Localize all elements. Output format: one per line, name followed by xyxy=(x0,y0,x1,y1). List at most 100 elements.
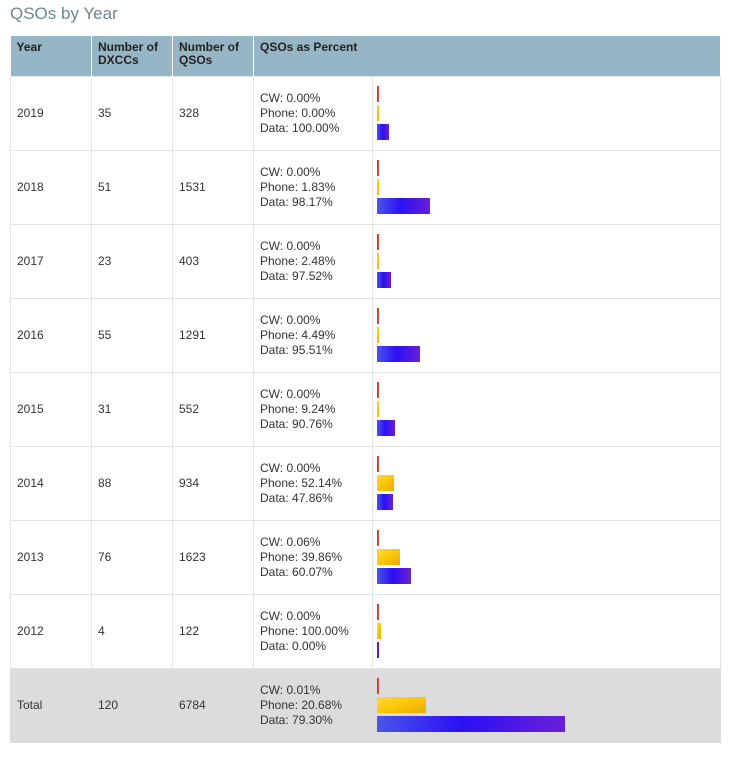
table-row: 2012 4 122 CW: 0.00% Phone: 100.00% Data: 0.0… xyxy=(10,594,722,669)
dxcc-count-cell: 51 xyxy=(91,150,173,225)
cw-bar xyxy=(377,307,379,324)
year-cell: 2016 xyxy=(10,298,92,373)
phone-percent: Phone: 39.86% xyxy=(260,550,343,564)
page-title: QSOs by Year xyxy=(10,4,118,23)
dxcc-count-cell: 76 xyxy=(91,520,173,595)
bar-cell xyxy=(371,298,722,373)
qso-count-cell: 1623 xyxy=(172,520,254,595)
data-bar xyxy=(377,567,412,584)
percent-cell: CW: 0.00% Phone: 1.83% Data: 98.17% xyxy=(253,150,373,225)
data-percent: Data: 100.00% xyxy=(260,121,340,135)
year-cell: 2014 xyxy=(10,446,92,521)
dxcc-count-cell: 120 xyxy=(91,668,173,743)
table-row: 2017 23 403 CW: 0.00% Phone: 2.48% Data: 97.5… xyxy=(10,224,722,299)
qso-count-cell: 122 xyxy=(172,594,254,669)
cw-percent: CW: 0.00% xyxy=(260,239,321,253)
dxcc-count-cell: 55 xyxy=(91,298,173,373)
cw-percent: CW: 0.00% xyxy=(260,313,321,327)
bar-cell xyxy=(371,594,722,669)
percent-cell: CW: 0.00% Phone: 0.00% Data: 100.00% xyxy=(253,76,373,151)
cw-percent: CW: 0.06% xyxy=(260,535,321,549)
data-percent: Data: 47.86% xyxy=(260,491,333,505)
qso-count-cell: 552 xyxy=(172,372,254,447)
percent-cell: CW: 0.00% Phone: 4.49% Data: 95.51% xyxy=(253,298,373,373)
cw-percent: CW: 0.00% xyxy=(260,165,321,179)
header-dxccs: Number of DXCCs xyxy=(91,36,173,77)
bar-cell xyxy=(371,668,722,743)
bar-cell xyxy=(371,446,722,521)
bar-cell xyxy=(371,224,722,299)
phone-percent: Phone: 0.00% xyxy=(260,106,336,120)
dxcc-count-cell: 23 xyxy=(91,224,173,299)
data-bar xyxy=(377,345,421,362)
data-percent: Data: 0.00% xyxy=(260,639,327,653)
cw-bar xyxy=(377,603,379,620)
total-row: Total 120 6784 CW: 0.01% Phone: 20.68% Data: … xyxy=(10,668,722,743)
cw-percent: CW: 0.01% xyxy=(260,683,321,697)
phone-bar xyxy=(377,252,379,269)
table-row: 2019 35 328 CW: 0.00% Phone: 0.00% Data: 100.… xyxy=(10,76,722,151)
cw-bar xyxy=(377,159,379,176)
cw-bar xyxy=(377,529,379,546)
year-cell: 2015 xyxy=(10,372,92,447)
phone-percent: Phone: 20.68% xyxy=(260,698,343,712)
phone-bar xyxy=(377,104,379,121)
header-year: Year xyxy=(10,36,92,77)
header-row: Year Number of DXCCs Number of QSOs QSOs… xyxy=(10,36,722,77)
cw-bar xyxy=(377,85,379,102)
dxcc-count-cell: 31 xyxy=(91,372,173,447)
cw-bar xyxy=(377,381,379,398)
phone-percent: Phone: 100.00% xyxy=(260,624,349,638)
percent-cell: CW: 0.00% Phone: 2.48% Data: 97.52% xyxy=(253,224,373,299)
data-percent: Data: 60.07% xyxy=(260,565,333,579)
cw-bar xyxy=(377,233,379,250)
qsos-by-year-table: Year Number of DXCCs Number of QSOs QSOs… xyxy=(10,36,722,743)
cw-bar xyxy=(377,677,379,694)
data-percent: Data: 79.30% xyxy=(260,713,333,727)
qso-count-cell: 6784 xyxy=(172,668,254,743)
table-row: 2018 51 1531 CW: 0.00% Phone: 1.83% Data: 98.… xyxy=(10,150,722,225)
qso-count-cell: 1531 xyxy=(172,150,254,225)
dxcc-count-cell: 35 xyxy=(91,76,173,151)
year-cell: 2013 xyxy=(10,520,92,595)
phone-bar xyxy=(377,326,379,343)
table-row: 2016 55 1291 CW: 0.00% Phone: 4.49% Data: 95.… xyxy=(10,298,722,373)
header-percent: QSOs as Percent xyxy=(253,36,722,77)
phone-percent: Phone: 4.49% xyxy=(260,328,336,342)
year-cell: Total xyxy=(10,668,92,743)
cw-percent: CW: 0.00% xyxy=(260,387,321,401)
data-bar xyxy=(377,715,566,732)
percent-cell: CW: 0.06% Phone: 39.86% Data: 60.07% xyxy=(253,520,373,595)
phone-bar xyxy=(377,474,394,491)
phone-bar xyxy=(377,178,379,195)
phone-bar xyxy=(377,622,382,639)
data-percent: Data: 95.51% xyxy=(260,343,333,357)
phone-bar xyxy=(377,400,379,417)
year-cell: 2012 xyxy=(10,594,92,669)
table-row: 2014 88 934 CW: 0.00% Phone: 52.14% Data: 47.… xyxy=(10,446,722,521)
cw-percent: CW: 0.00% xyxy=(260,91,321,105)
cw-percent: CW: 0.00% xyxy=(260,609,321,623)
table-body: 2019 35 328 CW: 0.00% Phone: 0.00% Data: 100.… xyxy=(10,76,722,743)
phone-percent: Phone: 2.48% xyxy=(260,254,336,268)
phone-percent: Phone: 1.83% xyxy=(260,180,336,194)
bar-cell xyxy=(371,150,722,225)
percent-cell: CW: 0.00% Phone: 52.14% Data: 47.86% xyxy=(253,446,373,521)
phone-bar xyxy=(377,696,427,713)
year-cell: 2017 xyxy=(10,224,92,299)
bar-cell xyxy=(371,372,722,447)
data-bar xyxy=(377,123,389,140)
data-bar xyxy=(377,419,395,436)
data-bar xyxy=(377,641,379,658)
phone-percent: Phone: 52.14% xyxy=(260,476,343,490)
percent-cell: CW: 0.00% Phone: 100.00% Data: 0.00% xyxy=(253,594,373,669)
phone-percent: Phone: 9.24% xyxy=(260,402,336,416)
cw-bar xyxy=(377,455,379,472)
percent-cell: CW: 0.00% Phone: 9.24% Data: 90.76% xyxy=(253,372,373,447)
year-cell: 2018 xyxy=(10,150,92,225)
header-qsos: Number of QSOs xyxy=(172,36,254,77)
bar-cell xyxy=(371,76,722,151)
dxcc-count-cell: 4 xyxy=(91,594,173,669)
dxcc-count-cell: 88 xyxy=(91,446,173,521)
qso-count-cell: 1291 xyxy=(172,298,254,373)
